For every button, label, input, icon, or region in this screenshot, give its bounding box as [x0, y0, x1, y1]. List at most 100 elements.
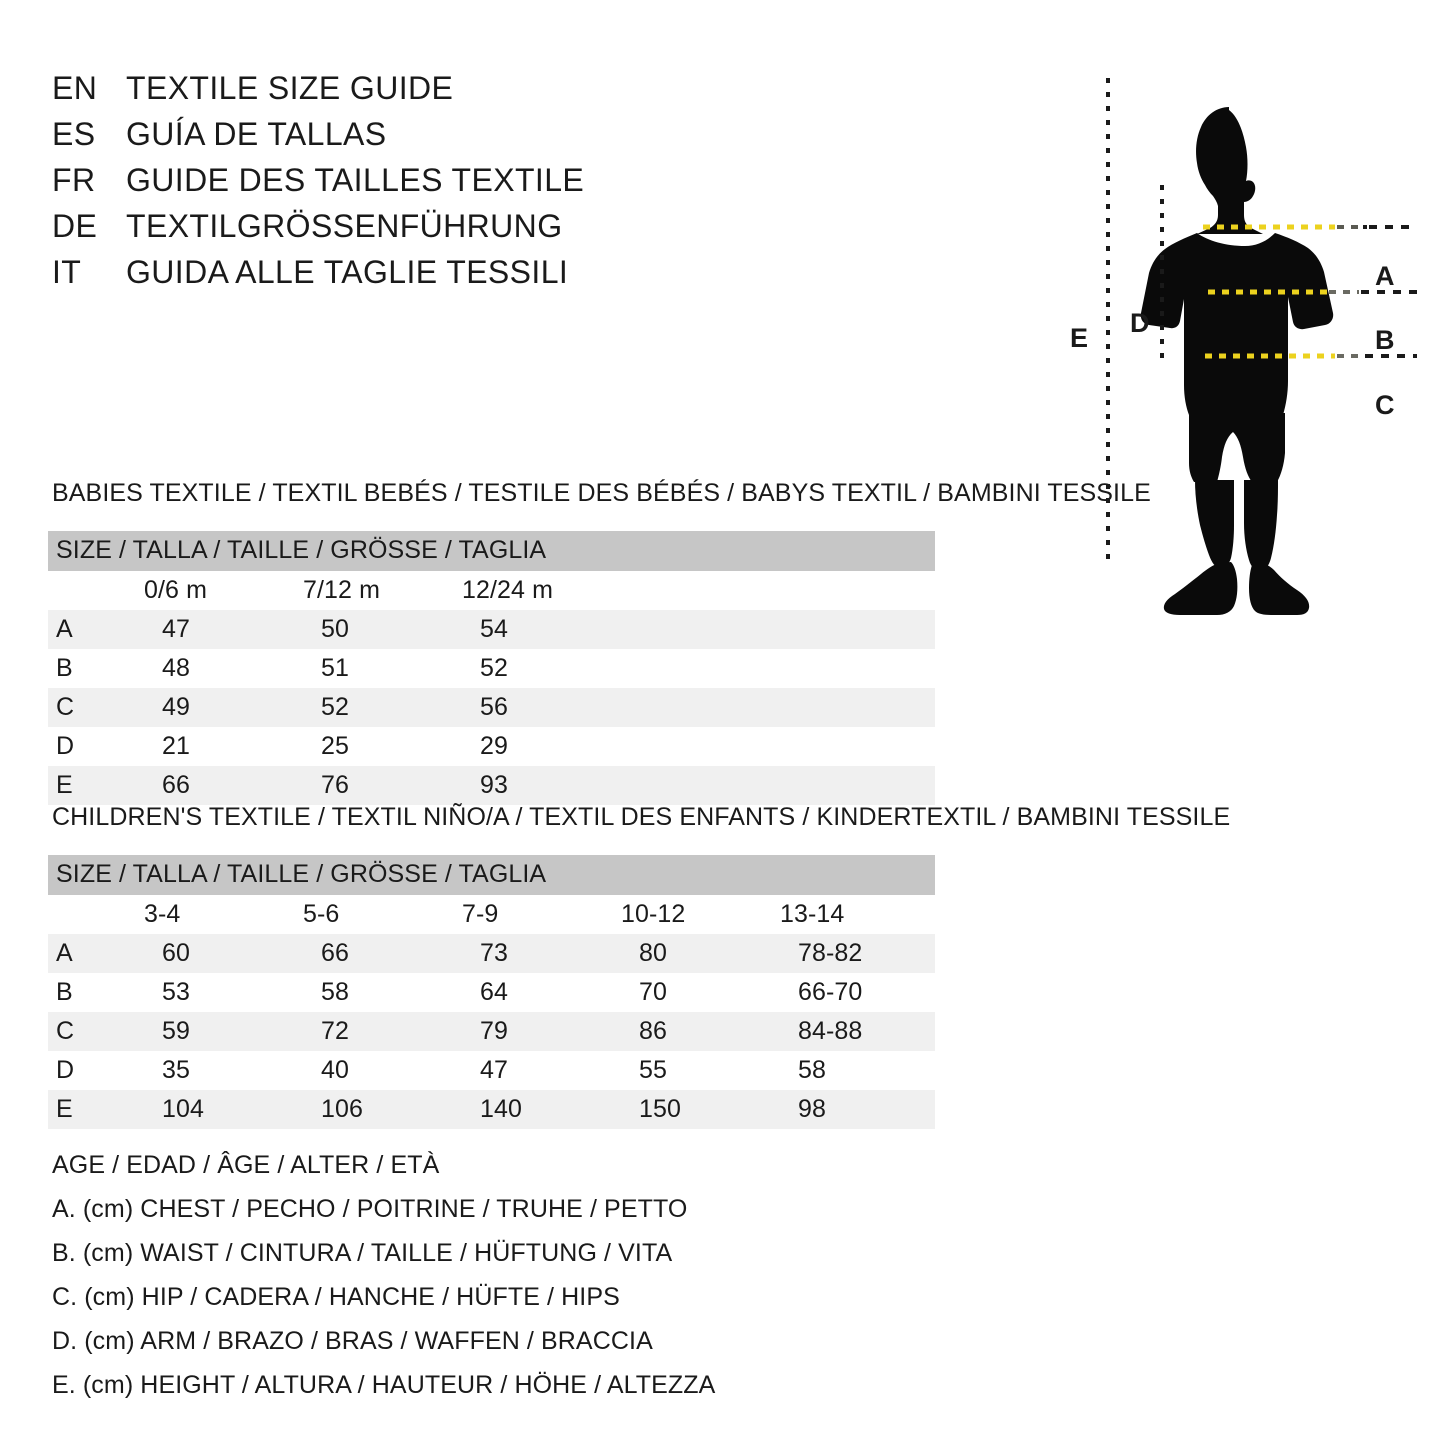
language-row-fr: FR GUIDE DES TAILLES TEXTILE: [52, 162, 692, 208]
children-cell-e-3: 150: [617, 1090, 776, 1129]
table-row: B 53 58 64 70 66-70: [48, 973, 936, 1012]
table-row: E 104 106 140 150 98: [48, 1090, 936, 1129]
table-row: A 60 66 73 80 78-82: [48, 934, 936, 973]
babies-cell-c-1: 52: [299, 688, 458, 727]
children-column-header-1: 5-6: [299, 895, 458, 934]
table-row: A 47 50 54: [48, 610, 936, 649]
children-column-header-row: 3-4 5-6 7-9 10-12 13-14: [48, 895, 936, 934]
babies-cell-d-1: 25: [299, 727, 458, 766]
children-section-caption: CHILDREN'S TEXTILE / TEXTIL NIÑO/A / TEX…: [52, 803, 1231, 831]
babies-column-header-row: 0/6 m 7/12 m 12/24 m: [48, 571, 936, 610]
children-cell-e-2: 140: [458, 1090, 617, 1129]
children-cell-c-2: 79: [458, 1012, 617, 1051]
table-row: C 49 52 56: [48, 688, 936, 727]
language-title-es: GUÍA DE TALLAS: [126, 116, 387, 152]
babies-cell-a-1: 50: [299, 610, 458, 649]
diagram-label-a: A: [1375, 261, 1395, 291]
diagram-label-e: E: [1070, 323, 1089, 353]
children-size-header: SIZE / TALLA / TAILLE / GRÖSSE / TAGLIA: [48, 855, 936, 895]
language-title-de: TEXTILGRÖSSENFÜHRUNG: [126, 208, 563, 244]
legend-line-d-arm: D. (cm) ARM / BRAZO / BRAS / WAFFEN / BR…: [52, 1327, 653, 1355]
children-cell-b-4: 66-70: [776, 973, 936, 1012]
children-cell-a-0: 60: [140, 934, 299, 973]
children-cell-b-2: 64: [458, 973, 617, 1012]
table-row: B 48 51 52: [48, 649, 936, 688]
language-code-it: IT: [52, 254, 82, 290]
babies-cell-c-2: 56: [458, 688, 617, 727]
language-code-en: EN: [52, 70, 98, 106]
babies-cell-c-pad: [617, 688, 936, 727]
children-column-header-4: 13-14: [776, 895, 936, 934]
children-cell-d-2: 47: [458, 1051, 617, 1090]
babies-row-label-a: A: [48, 610, 140, 649]
legend-line-age: AGE / EDAD / ÂGE / ALTER / ETÀ: [52, 1151, 440, 1179]
table-row: C 59 72 79 86 84-88: [48, 1012, 936, 1051]
babies-column-header-2: 12/24 m: [458, 571, 617, 610]
measurement-diagram: E D A B C: [1045, 45, 1445, 615]
legend-line-e-height: E. (cm) HEIGHT / ALTURA / HAUTEUR / HÖHE…: [52, 1371, 716, 1399]
children-row-label-a: A: [48, 934, 140, 973]
children-cell-d-0: 35: [140, 1051, 299, 1090]
children-size-table: SIZE / TALLA / TAILLE / GRÖSSE / TAGLIA …: [48, 855, 936, 1129]
language-row-en: EN TEXTILE SIZE GUIDE: [52, 70, 692, 116]
babies-cell-e-pad: [617, 766, 936, 805]
babies-cell-b-pad: [617, 649, 936, 688]
children-row-label-e: E: [48, 1090, 140, 1129]
legend-line-c-hip: C. (cm) HIP / CADERA / HANCHE / HÜFTE / …: [52, 1283, 620, 1311]
babies-cell-d-pad: [617, 727, 936, 766]
children-cell-a-2: 73: [458, 934, 617, 973]
language-code-fr: FR: [52, 162, 96, 198]
children-corner-cell: [48, 895, 140, 934]
babies-row-label-c: C: [48, 688, 140, 727]
diagram-label-d: D: [1130, 308, 1150, 338]
children-cell-d-3: 55: [617, 1051, 776, 1090]
children-column-header-2: 7-9: [458, 895, 617, 934]
children-column-header-0: 3-4: [140, 895, 299, 934]
babies-column-header-1: 7/12 m: [299, 571, 458, 610]
babies-cell-b-2: 52: [458, 649, 617, 688]
children-cell-e-4: 98: [776, 1090, 936, 1129]
children-cell-b-0: 53: [140, 973, 299, 1012]
child-silhouette-diagram: [1106, 78, 1417, 615]
babies-cell-a-pad: [617, 610, 936, 649]
children-size-header-row: SIZE / TALLA / TAILLE / GRÖSSE / TAGLIA: [48, 855, 936, 895]
children-column-header-3: 10-12: [617, 895, 776, 934]
children-cell-e-0: 104: [140, 1090, 299, 1129]
babies-cell-b-0: 48: [140, 649, 299, 688]
language-row-de: DE TEXTILGRÖSSENFÜHRUNG: [52, 208, 692, 254]
language-title-en: TEXTILE SIZE GUIDE: [126, 70, 454, 106]
children-row-label-b: B: [48, 973, 140, 1012]
children-cell-a-4: 78-82: [776, 934, 936, 973]
babies-cell-e-2: 93: [458, 766, 617, 805]
babies-cell-d-0: 21: [140, 727, 299, 766]
table-row: D 21 25 29: [48, 727, 936, 766]
children-cell-c-4: 84-88: [776, 1012, 936, 1051]
babies-section-caption: BABIES TEXTILE / TEXTIL BEBÉS / TESTILE …: [52, 479, 1151, 507]
legend-line-a-chest: A. (cm) CHEST / PECHO / POITRINE / TRUHE…: [52, 1195, 688, 1223]
measurement-legend: AGE / EDAD / ÂGE / ALTER / ETÀ A. (cm) C…: [52, 1143, 812, 1407]
language-code-de: DE: [52, 208, 98, 244]
babies-size-header: SIZE / TALLA / TAILLE / GRÖSSE / TAGLIA: [48, 531, 936, 571]
children-cell-c-1: 72: [299, 1012, 458, 1051]
language-row-it: IT GUIDA ALLE TAGLIE TESSILI: [52, 254, 692, 300]
babies-cell-c-0: 49: [140, 688, 299, 727]
babies-cell-e-0: 66: [140, 766, 299, 805]
diagram-label-c: C: [1375, 390, 1395, 420]
table-row: E 66 76 93: [48, 766, 936, 805]
babies-cell-a-0: 47: [140, 610, 299, 649]
language-code-es: ES: [52, 116, 96, 152]
children-cell-a-3: 80: [617, 934, 776, 973]
diagram-label-b: B: [1375, 325, 1395, 355]
babies-column-header-0: 0/6 m: [140, 571, 299, 610]
babies-cell-a-2: 54: [458, 610, 617, 649]
children-row-label-d: D: [48, 1051, 140, 1090]
babies-cell-d-2: 29: [458, 727, 617, 766]
children-row-label-c: C: [48, 1012, 140, 1051]
babies-size-header-row: SIZE / TALLA / TAILLE / GRÖSSE / TAGLIA: [48, 531, 936, 571]
babies-corner-cell: [48, 571, 140, 610]
children-cell-b-3: 70: [617, 973, 776, 1012]
language-title-it: GUIDA ALLE TAGLIE TESSILI: [126, 254, 569, 290]
legend-line-b-waist: B. (cm) WAIST / CINTURA / TAILLE / HÜFTU…: [52, 1239, 673, 1267]
babies-row-label-b: B: [48, 649, 140, 688]
